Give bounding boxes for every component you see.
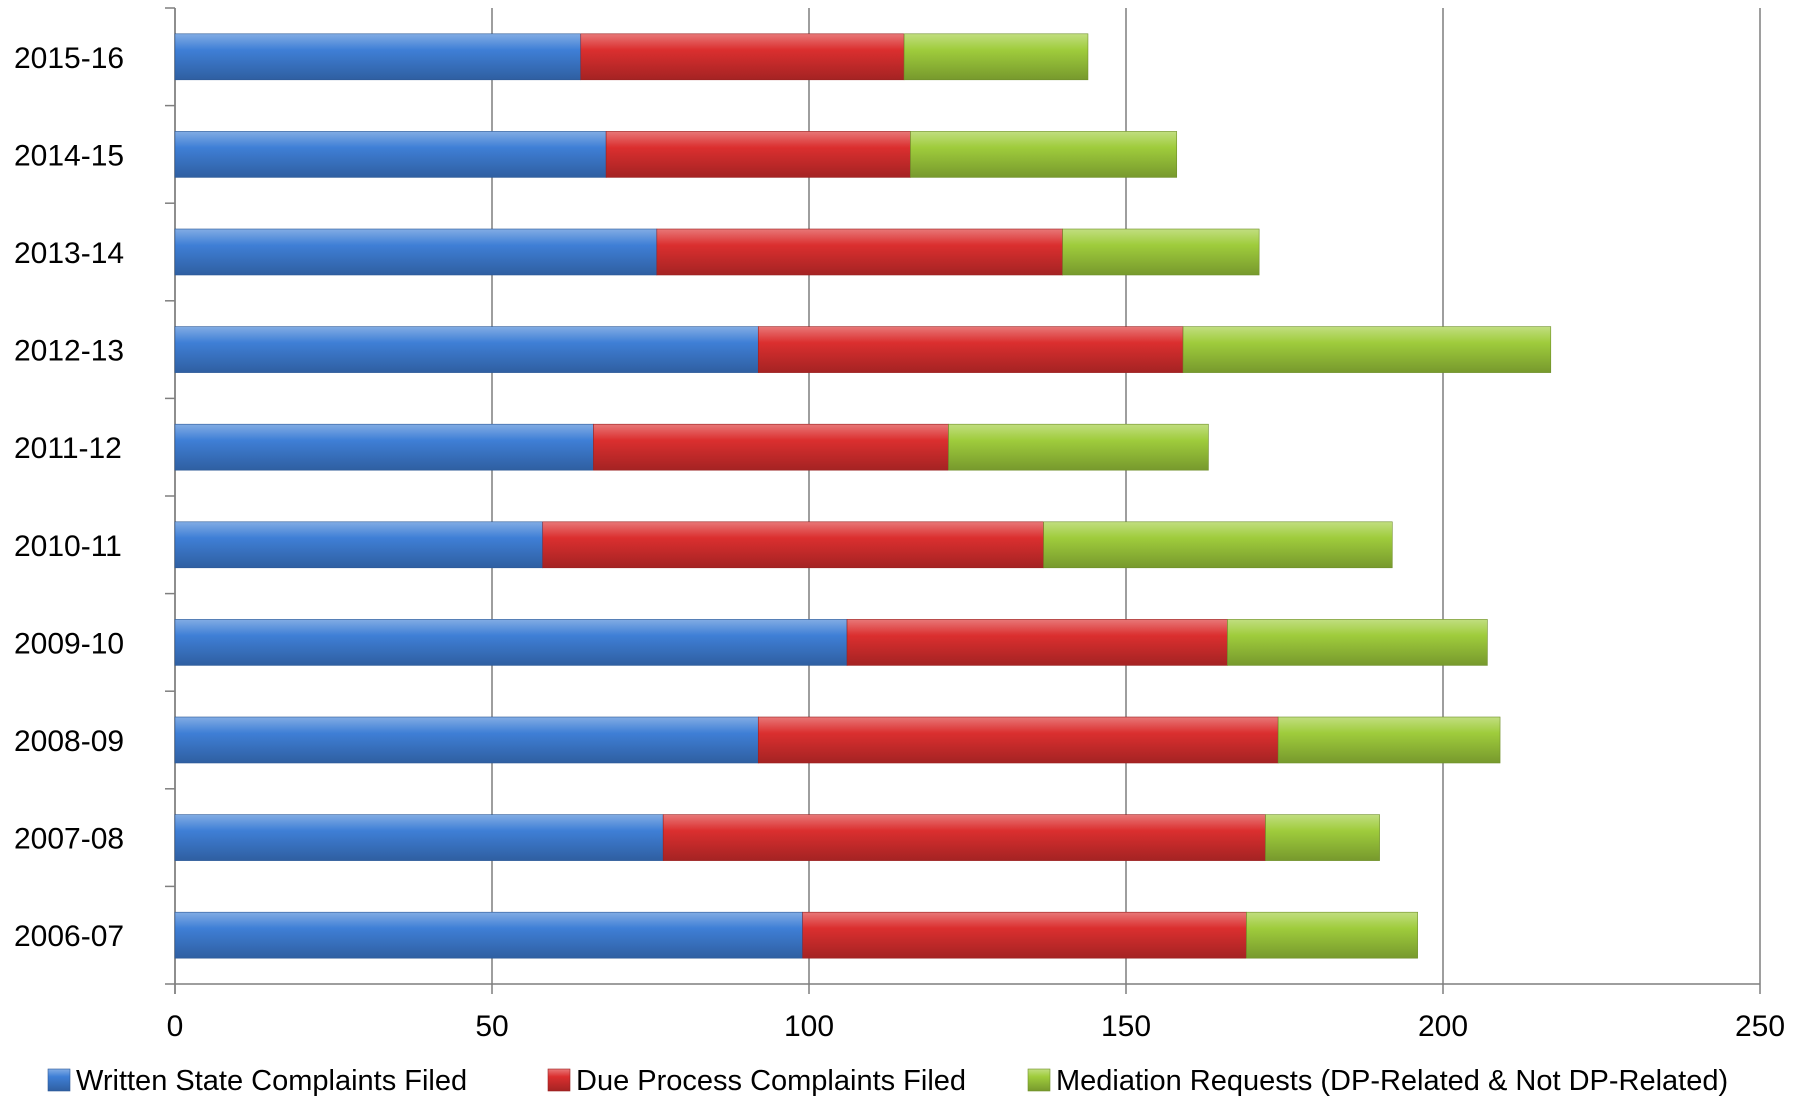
bar-2015-16-written-state-complaints-filed	[174, 33, 582, 81]
bar-2006-07-mediation-requests-dp-related-not-dp-related	[1246, 911, 1418, 959]
y-tick-label-2015-16: 2015-16	[14, 42, 124, 75]
bar-2011-12-written-state-complaints-filed	[174, 423, 594, 471]
legend: Written State Complaints Filed Due Proces…	[47, 1065, 1728, 1097]
legend-swatch-due-process-complaints-filed	[547, 1068, 571, 1092]
bar-2007-08-written-state-complaints-filed	[174, 814, 664, 861]
bar-2015-16-mediation-requests-dp-related-not-dp-related	[903, 33, 1089, 81]
bar-2013-14-written-state-complaints-filed	[174, 228, 658, 276]
legend-swatch-mediation-requests-dp-related-not-dp-related	[1027, 1068, 1051, 1092]
y-tick-label-2012-13: 2012-13	[14, 335, 124, 368]
bar-2010-11-mediation-requests-dp-related-not-dp-related	[1043, 521, 1393, 569]
bar-2012-13-mediation-requests-dp-related-not-dp-related	[1182, 326, 1552, 373]
bar-2014-15-due-process-complaints-filed	[605, 131, 911, 178]
legend-label-written-state-complaints-filed: Written State Complaints Filed	[76, 1065, 467, 1097]
legend-label-mediation-requests-dp-related-not-dp-related: Mediation Requests (DP-Related & Not DP-…	[1056, 1065, 1728, 1097]
bars	[174, 33, 1552, 959]
bar-2006-07-written-state-complaints-filed	[174, 911, 803, 959]
bar-2012-13-written-state-complaints-filed	[174, 326, 759, 373]
x-tick-label-200: 200	[1418, 1010, 1468, 1043]
y-tick-label-2009-10: 2009-10	[14, 627, 124, 660]
bar-2010-11-due-process-complaints-filed	[542, 521, 1044, 569]
legend-label-due-process-complaints-filed: Due Process Complaints Filed	[576, 1065, 966, 1097]
bar-2009-10-written-state-complaints-filed	[174, 619, 848, 666]
bar-2009-10-mediation-requests-dp-related-not-dp-related	[1227, 619, 1488, 666]
bar-2014-15-written-state-complaints-filed	[174, 131, 607, 178]
x-tick-label-100: 100	[784, 1010, 834, 1043]
bar-2012-13-due-process-complaints-filed	[757, 326, 1184, 373]
x-tick-label-150: 150	[1101, 1010, 1151, 1043]
bar-2011-12-mediation-requests-dp-related-not-dp-related	[948, 423, 1209, 471]
x-tick-label-50: 50	[475, 1010, 508, 1043]
bar-2014-15-mediation-requests-dp-related-not-dp-related	[910, 131, 1178, 178]
y-tick-label-2007-08: 2007-08	[14, 823, 124, 856]
bar-2013-14-mediation-requests-dp-related-not-dp-related	[1062, 228, 1260, 276]
bar-2008-09-mediation-requests-dp-related-not-dp-related	[1277, 716, 1501, 764]
bar-2008-09-written-state-complaints-filed	[174, 716, 759, 764]
bar-2015-16-due-process-complaints-filed	[580, 33, 905, 81]
y-tick-label-2011-12: 2011-12	[14, 432, 122, 465]
y-tick-label-2006-07: 2006-07	[14, 920, 124, 953]
bar-2007-08-mediation-requests-dp-related-not-dp-related	[1265, 814, 1380, 861]
bar-2007-08-due-process-complaints-filed	[662, 814, 1266, 861]
tick-labels: 0 50 100 150 200 250 2015-16 2014-15 2013-14 2012…	[14, 42, 1785, 1043]
bar-2008-09-due-process-complaints-filed	[757, 716, 1279, 764]
bar-2009-10-due-process-complaints-filed	[846, 619, 1228, 666]
bar-2013-14-due-process-complaints-filed	[656, 228, 1063, 276]
y-tick-label-2008-09: 2008-09	[14, 725, 124, 758]
bar-2011-12-due-process-complaints-filed	[593, 423, 949, 471]
bar-2006-07-due-process-complaints-filed	[802, 911, 1247, 959]
x-tick-label-0: 0	[167, 1010, 184, 1043]
y-tick-label-2013-14: 2013-14	[14, 237, 124, 270]
bar-2010-11-written-state-complaints-filed	[174, 521, 544, 569]
x-tick-label-250: 250	[1735, 1010, 1785, 1043]
y-tick-label-2010-11: 2010-11	[14, 530, 122, 563]
y-tick-label-2014-15: 2014-15	[14, 139, 124, 172]
legend-swatch-written-state-complaints-filed	[47, 1068, 71, 1092]
